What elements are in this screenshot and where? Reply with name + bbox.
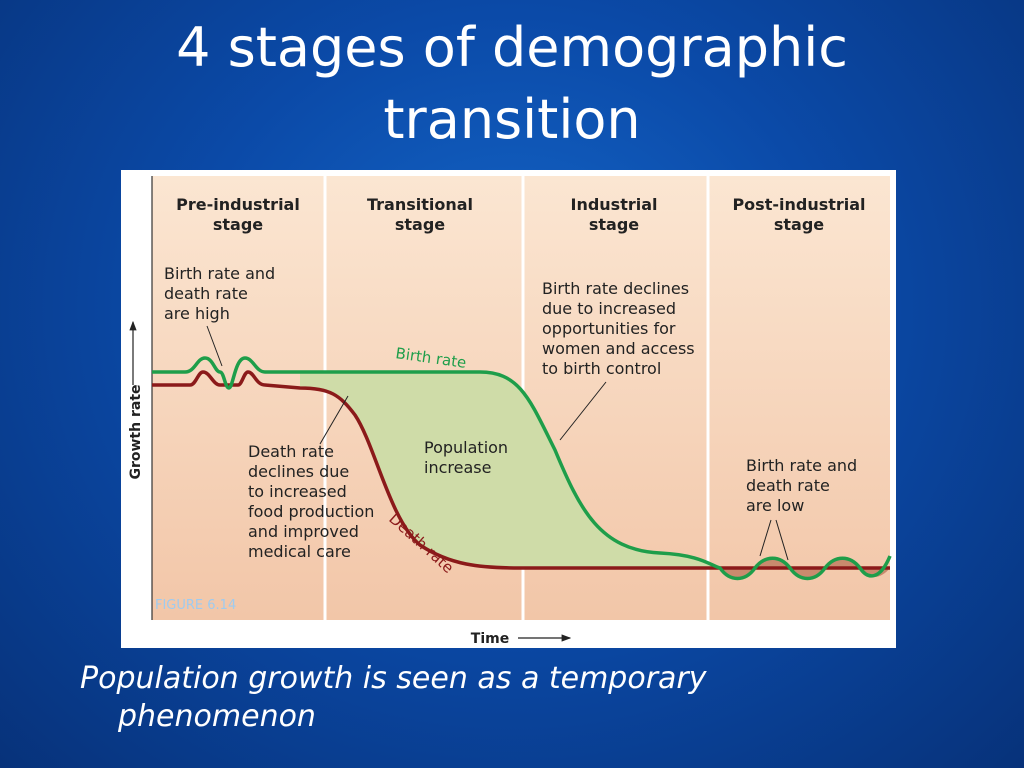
y-axis-label: Growth rate <box>128 384 144 479</box>
stage-label: Pre-industrial stage <box>176 195 300 234</box>
caption: Population growth is seen as a temporary… <box>80 661 707 734</box>
annotation-line: death rate <box>164 284 248 303</box>
stage-label-line: Industrial <box>570 195 657 214</box>
stage-label-line: stage <box>774 215 824 234</box>
annotation-line: medical care <box>248 542 351 561</box>
birth-rate-curve <box>152 356 892 581</box>
annotation-line: opportunities for <box>542 319 676 338</box>
annotation: Death rate declines due to increased food p… <box>248 442 374 561</box>
annotation-line: Birth rate and <box>164 264 275 283</box>
population-increase-area <box>300 372 720 568</box>
annotation-line: increase <box>424 458 491 477</box>
stage-label-line: Pre-industrial <box>176 195 300 214</box>
annotation-line: are low <box>746 496 804 515</box>
pointer-lines <box>206 325 789 561</box>
figure: Growth rate Time Birth rate Death rate F… <box>128 176 892 647</box>
figure-label: FIGURE 6.14 <box>155 598 236 613</box>
annotation-line: Birth rate and <box>746 456 857 475</box>
annotation-line: to birth control <box>542 359 661 378</box>
annotation-line: declines due <box>248 462 349 481</box>
stage-label-line: Transitional <box>367 195 473 214</box>
stage-label: Post-industrial stage <box>732 195 865 234</box>
stage-label-line: stage <box>395 215 445 234</box>
stage-label: Transitional stage <box>367 195 473 234</box>
annotation: Birth rate and death rate are low <box>746 456 857 515</box>
annotation-line: Birth rate declines <box>542 279 689 298</box>
annotation-line: Death rate <box>248 442 334 461</box>
annotation: Population increase <box>424 438 508 477</box>
annotation-line: are high <box>164 304 230 323</box>
annotation-line: death rate <box>746 476 830 495</box>
stage-label: Industrial stage <box>570 195 657 234</box>
annotation: Birth rate and death rate are high <box>164 264 275 323</box>
stage-label-line: Post-industrial <box>732 195 865 214</box>
annotation-line: and improved <box>248 522 359 541</box>
annotation-line: due to increased <box>542 299 676 318</box>
stage-label-line: stage <box>589 215 639 234</box>
stage-label-line: stage <box>213 215 263 234</box>
slide-title: 4 stages of demographic transition <box>176 16 848 151</box>
x-axis-label: Time <box>471 631 509 647</box>
annotation-line: women and access <box>542 339 695 358</box>
annotation: Birth rate declines due to increased oppor… <box>542 279 695 378</box>
death-rate-curve <box>152 370 890 570</box>
annotation-line: food production <box>248 502 374 521</box>
annotation-line: Population <box>424 438 508 457</box>
annotation-line: to increased <box>248 482 347 501</box>
